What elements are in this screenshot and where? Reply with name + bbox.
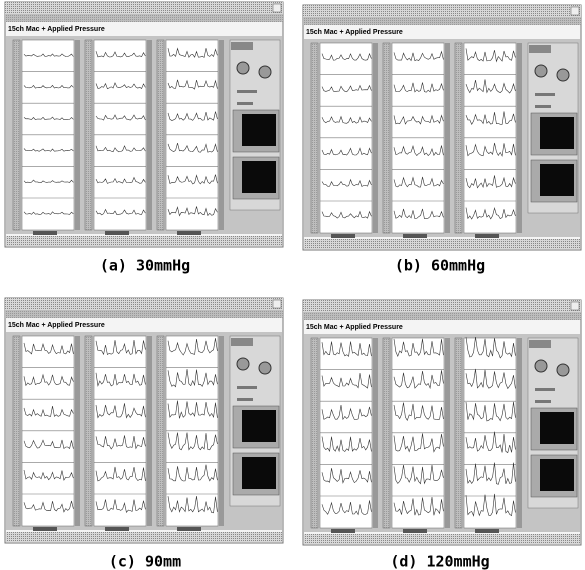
knob [237,62,249,74]
scroll-bar [304,534,580,544]
figure: 15ch Mac + Applied Pressure(a) 30mmHg15c… [0,0,585,570]
toolbar [303,17,581,25]
channel-strip [85,40,92,230]
control-header [529,45,551,53]
indicator [535,105,551,108]
window-button [273,4,281,12]
caption: (b) 60mmHg [395,257,485,275]
channel-strip [445,338,450,528]
channel-strip [75,336,80,526]
title-bar [303,300,581,312]
knob [557,69,569,81]
control-header [529,340,551,348]
knob [535,360,547,372]
control-header [231,42,253,50]
display-screen [540,164,574,196]
window-title: 15ch Mac + Applied Pressure [306,324,403,331]
title-bar [5,298,283,310]
channel-strip [13,336,20,526]
indicator [237,386,257,389]
screenshot: 15ch Mac + Applied Pressure (a) 30mmHg [5,2,283,275]
column-label [331,529,355,533]
channel-strip [517,338,522,528]
title-bar [5,2,283,14]
display-screen [242,161,276,193]
column-label [403,234,427,238]
indicator [535,400,551,403]
window-button [273,300,281,308]
caption: (a) 30mmHg [100,257,190,275]
column-label [475,234,499,238]
scroll-bar [6,532,282,542]
knob [535,65,547,77]
column-label [33,527,57,531]
indicator [237,398,253,401]
channel-strip [157,40,164,230]
channel-strip [383,43,390,233]
knob [237,358,249,370]
window-title: 15ch Mac + Applied Pressure [306,29,403,36]
knob [259,362,271,374]
display-screen [540,117,574,149]
column-label [331,234,355,238]
window-button [571,7,579,15]
window-title: 15ch Mac + Applied Pressure [8,26,105,33]
screenshot: 15ch Mac + Applied Pressure (b) 60mmHg [303,5,581,275]
channel-strip [13,40,20,230]
channel-strip [455,43,462,233]
display-screen [540,459,574,491]
indicator [535,388,555,391]
window-button [571,302,579,310]
title-bar [303,5,581,17]
indicator [237,90,257,93]
caption: (d) 120mmHg [390,553,489,570]
toolbar [5,14,283,22]
channel-strip [517,43,522,233]
display-screen [242,114,276,146]
channel-strip [157,336,164,526]
channel-strip [219,40,224,230]
channel-strip [147,336,152,526]
channel-strip [85,336,92,526]
column-label [105,527,129,531]
column-label [475,529,499,533]
column-label [33,231,57,235]
column-label [105,231,129,235]
indicator [237,102,253,105]
display-screen [242,410,276,442]
indicator [535,93,555,96]
channel-strip [219,336,224,526]
column-label [177,527,201,531]
channel-strip [383,338,390,528]
knob [259,66,271,78]
channel-strip [75,40,80,230]
caption: (c) 90mm [109,553,181,570]
channel-strip [445,43,450,233]
toolbar [303,312,581,320]
display-screen [242,457,276,489]
scroll-bar [6,236,282,246]
window-title: 15ch Mac + Applied Pressure [8,322,105,329]
channel-strip [311,338,318,528]
channel-strip [373,43,378,233]
channel-strip [455,338,462,528]
column-label [177,231,201,235]
knob [557,364,569,376]
toolbar [5,310,283,318]
column-label [403,529,427,533]
screenshot: 15ch Mac + Applied Pressure (c) 90mm [5,298,283,570]
channel-strip [147,40,152,230]
screenshot: 15ch Mac + Applied Pressure (d) 120mmHg [303,300,581,570]
scroll-bar [304,239,580,249]
display-screen [540,412,574,444]
channel-strip [311,43,318,233]
control-header [231,338,253,346]
channel-strip [373,338,378,528]
